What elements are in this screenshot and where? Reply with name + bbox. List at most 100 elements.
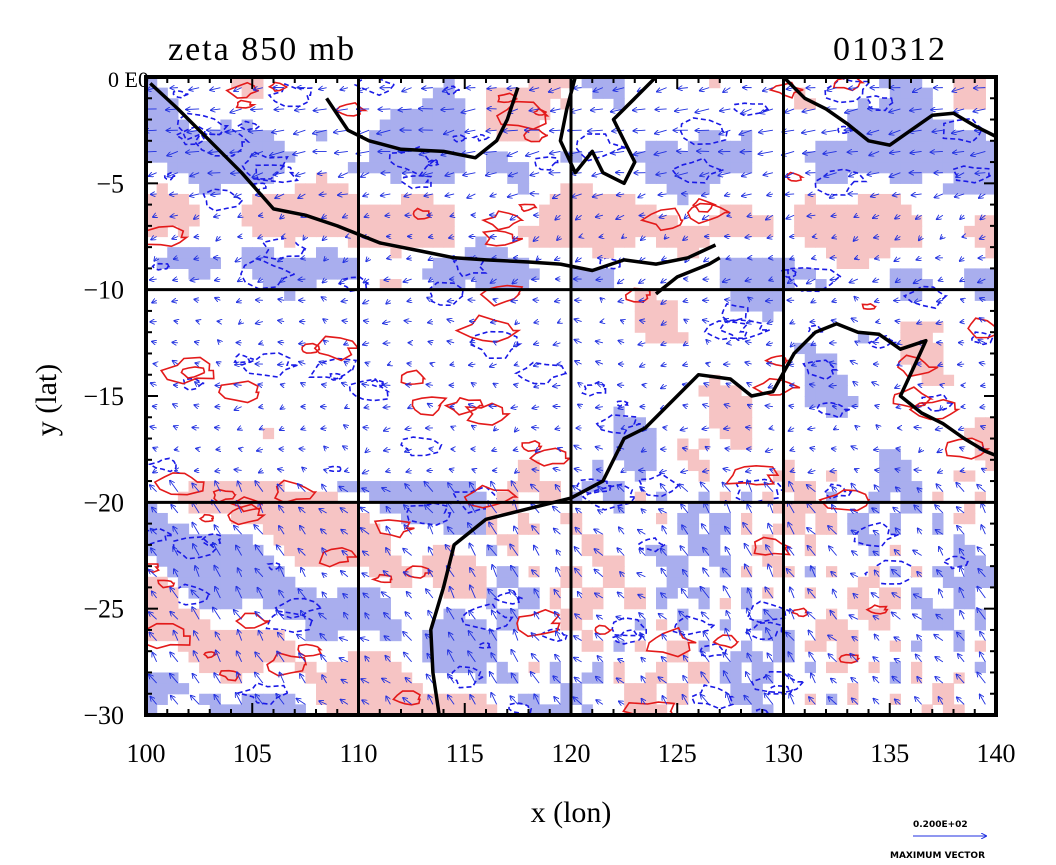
negative-vorticity-cell xyxy=(964,555,976,567)
wind-vector xyxy=(556,631,561,641)
wind-vector xyxy=(514,630,519,641)
positive-vorticity-cell xyxy=(262,427,275,440)
positive-vorticity-cell xyxy=(326,183,338,195)
wind-vector xyxy=(613,88,625,91)
positive-vorticity-cell xyxy=(581,215,593,227)
negative-vorticity-cell xyxy=(602,268,615,280)
negative-vorticity-cell xyxy=(252,130,264,142)
negative-vorticity-cell xyxy=(741,491,753,503)
positive-vorticity-cell xyxy=(889,598,901,610)
wind-vector xyxy=(406,385,412,386)
negative-vorticity-cell xyxy=(741,289,753,301)
wind-vector xyxy=(617,678,625,684)
negative-contour xyxy=(163,171,176,181)
negative-vorticity-cell xyxy=(177,555,190,567)
positive-vorticity-cell xyxy=(337,555,349,567)
positive-vorticity-cell xyxy=(422,693,434,705)
wind-vector xyxy=(748,298,751,301)
negative-vorticity-cell xyxy=(879,98,891,110)
positive-vorticity-cell xyxy=(549,204,561,216)
wind-vector xyxy=(534,546,540,556)
wind-vector xyxy=(704,383,709,385)
negative-contour xyxy=(534,156,559,171)
wind-vector xyxy=(598,384,604,386)
wind-vector xyxy=(600,322,602,323)
wind-vector xyxy=(638,194,646,197)
negative-vorticity-cell xyxy=(167,162,179,174)
positive-vorticity-cell xyxy=(730,215,742,227)
positive-vorticity-cell xyxy=(634,491,646,503)
positive-contour xyxy=(686,202,731,225)
negative-vorticity-cell xyxy=(390,162,402,174)
negative-vorticity-cell xyxy=(571,491,583,503)
negative-vorticity-regions xyxy=(146,77,996,715)
wind-vector xyxy=(386,300,390,304)
positive-vorticity-cell xyxy=(188,640,200,652)
negative-vorticity-cell xyxy=(900,172,912,184)
negative-vorticity-cell xyxy=(826,396,838,408)
negative-vorticity-cell xyxy=(751,300,763,312)
positive-vorticity-cell xyxy=(868,215,880,227)
wind-vector xyxy=(657,87,667,92)
wind-vector xyxy=(363,300,370,303)
wind-vector xyxy=(174,321,177,322)
positive-vorticity-cell xyxy=(273,491,285,503)
positive-vorticity-cell xyxy=(836,661,848,674)
positive-vorticity-cell xyxy=(188,608,200,620)
negative-vorticity-cell xyxy=(879,491,891,503)
negative-vorticity-cell xyxy=(167,555,179,567)
positive-vorticity-cell xyxy=(677,640,689,652)
wind-vector xyxy=(813,237,816,238)
negative-vorticity-cell xyxy=(199,172,211,184)
positive-vorticity-cell xyxy=(358,204,370,216)
negative-vorticity-cell xyxy=(241,140,253,153)
negative-contour xyxy=(328,372,346,381)
positive-vorticity-cell xyxy=(592,247,604,259)
wind-vector xyxy=(190,194,200,196)
wind-vector xyxy=(747,505,753,514)
positive-vorticity-cell xyxy=(231,512,243,525)
positive-vorticity-cell xyxy=(656,236,668,248)
negative-contour xyxy=(867,335,897,350)
negative-vorticity-cell xyxy=(666,183,678,195)
negative-vorticity-cell xyxy=(581,268,593,280)
wind-vector xyxy=(151,529,157,535)
wind-vector xyxy=(335,151,348,153)
x-tick-label: 100 xyxy=(127,739,166,768)
positive-vorticity-cell xyxy=(241,512,253,525)
wind-vector xyxy=(298,279,306,280)
positive-contour xyxy=(463,484,519,509)
wind-vector xyxy=(429,342,433,343)
wind-vector xyxy=(153,215,157,217)
negative-vorticity-cell xyxy=(156,119,168,131)
positive-vorticity-cell xyxy=(868,619,880,631)
wind-vector xyxy=(340,638,349,641)
wind-vector xyxy=(766,449,774,451)
positive-vorticity-cell xyxy=(539,204,551,216)
positive-vorticity-cell xyxy=(294,225,306,238)
wind-vector xyxy=(194,631,200,641)
negative-vorticity-cell xyxy=(964,140,976,153)
negative-contour xyxy=(452,256,488,278)
negative-vorticity-cell xyxy=(454,108,466,121)
negative-vorticity-cell xyxy=(443,640,455,652)
positive-vorticity-cell xyxy=(177,640,190,652)
positive-vorticity-cell xyxy=(156,598,168,610)
negative-vorticity-cell xyxy=(475,651,487,663)
negative-vorticity-cell xyxy=(273,140,285,153)
wind-vector xyxy=(764,693,774,705)
wind-vector xyxy=(759,151,773,154)
wind-vector xyxy=(494,384,497,386)
wind-vector xyxy=(620,572,624,577)
positive-vorticity-cell xyxy=(889,225,901,238)
wind-vector xyxy=(270,151,285,155)
negative-vorticity-cell xyxy=(454,491,466,503)
positive-vorticity-cell xyxy=(316,193,328,206)
wind-vector xyxy=(633,109,646,110)
negative-vorticity-cell xyxy=(507,172,519,184)
wind-vector xyxy=(555,612,561,620)
negative-vorticity-cell xyxy=(730,693,742,705)
wind-vector xyxy=(448,527,455,535)
negative-vorticity-cell xyxy=(836,172,848,184)
wind-vector xyxy=(321,655,327,663)
